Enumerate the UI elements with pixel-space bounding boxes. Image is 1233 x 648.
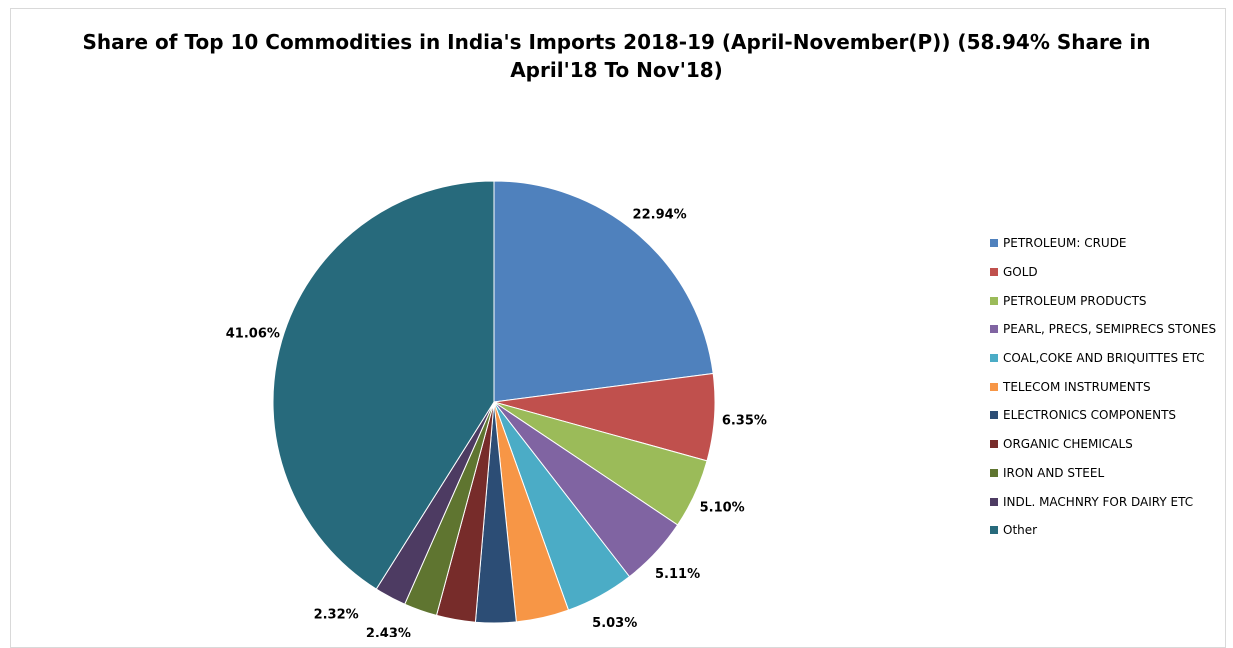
chart-title: Share of Top 10 Commodities in India's I… bbox=[0, 28, 1233, 84]
legend-label-2: PETROLEUM PRODUCTS bbox=[1003, 293, 1147, 308]
legend-item-0: PETROLEUM: CRUDE bbox=[990, 229, 1216, 258]
legend-swatch-7 bbox=[990, 440, 998, 449]
legend-item-8: IRON AND STEEL bbox=[990, 459, 1216, 488]
legend-item-4: COAL,COKE AND BRIQUITTES ETC bbox=[990, 344, 1216, 373]
legend-item-6: ELECTRONICS COMPONENTS bbox=[990, 401, 1216, 430]
data-label-1: 6.35% bbox=[722, 414, 767, 429]
chart-legend: PETROLEUM: CRUDE GOLD PETROLEUM PRODUCTS PE… bbox=[990, 229, 1216, 545]
legend-swatch-1 bbox=[990, 268, 998, 277]
pie-slice-0 bbox=[493, 180, 714, 403]
legend-swatch-2 bbox=[990, 296, 998, 305]
legend-label-10: Other bbox=[1003, 523, 1038, 538]
legend-label-5: TELECOM INSTRUMENTS bbox=[1003, 379, 1151, 394]
legend-item-1: GOLD bbox=[990, 258, 1216, 287]
legend-label-1: GOLD bbox=[1003, 265, 1038, 280]
data-label-8: 2.43% bbox=[366, 627, 411, 637]
data-label-2: 5.10% bbox=[700, 501, 745, 516]
legend-swatch-0 bbox=[990, 239, 998, 248]
legend-item-10: Other bbox=[990, 516, 1216, 545]
legend-label-0: PETROLEUM: CRUDE bbox=[1003, 236, 1127, 251]
data-label-10: 41.06% bbox=[226, 326, 280, 341]
data-label-0: 22.94% bbox=[633, 207, 687, 222]
legend-swatch-3 bbox=[990, 325, 998, 334]
legend-label-6: ELECTRONICS COMPONENTS bbox=[1003, 408, 1177, 423]
legend-label-7: ORGANIC CHEMICALS bbox=[1003, 437, 1133, 452]
data-label-4: 5.03% bbox=[592, 616, 637, 631]
legend-swatch-6 bbox=[990, 411, 998, 420]
pie-slice-10 bbox=[272, 180, 495, 590]
legend-swatch-9 bbox=[990, 497, 998, 506]
chart-title-line-2: April'18 To Nov'18) bbox=[510, 58, 723, 82]
legend-item-5: TELECOM INSTRUMENTS bbox=[990, 372, 1216, 401]
legend-swatch-8 bbox=[990, 468, 998, 477]
legend-item-7: ORGANIC CHEMICALS bbox=[990, 430, 1216, 459]
legend-swatch-5 bbox=[990, 382, 998, 391]
legend-item-3: PEARL, PRECS, SEMIPRECS STONES bbox=[990, 315, 1216, 344]
legend-swatch-4 bbox=[990, 354, 998, 363]
legend-label-8: IRON AND STEEL bbox=[1003, 465, 1105, 480]
chart-title-line-1: Share of Top 10 Commodities in India's I… bbox=[82, 30, 1151, 54]
legend-label-9: INDL. MACHNRY FOR DAIRY ETC bbox=[1003, 494, 1194, 509]
legend-label-4: COAL,COKE AND BRIQUITTES ETC bbox=[1003, 351, 1205, 366]
legend-item-9: INDL. MACHNRY FOR DAIRY ETC bbox=[990, 487, 1216, 516]
data-label-9: 2.32% bbox=[314, 608, 359, 623]
legend-swatch-10 bbox=[990, 526, 998, 535]
legend-label-3: PEARL, PRECS, SEMIPRECS STONES bbox=[1003, 322, 1217, 337]
legend-item-2: PETROLEUM PRODUCTS bbox=[990, 286, 1216, 315]
data-label-3: 5.11% bbox=[655, 567, 700, 582]
